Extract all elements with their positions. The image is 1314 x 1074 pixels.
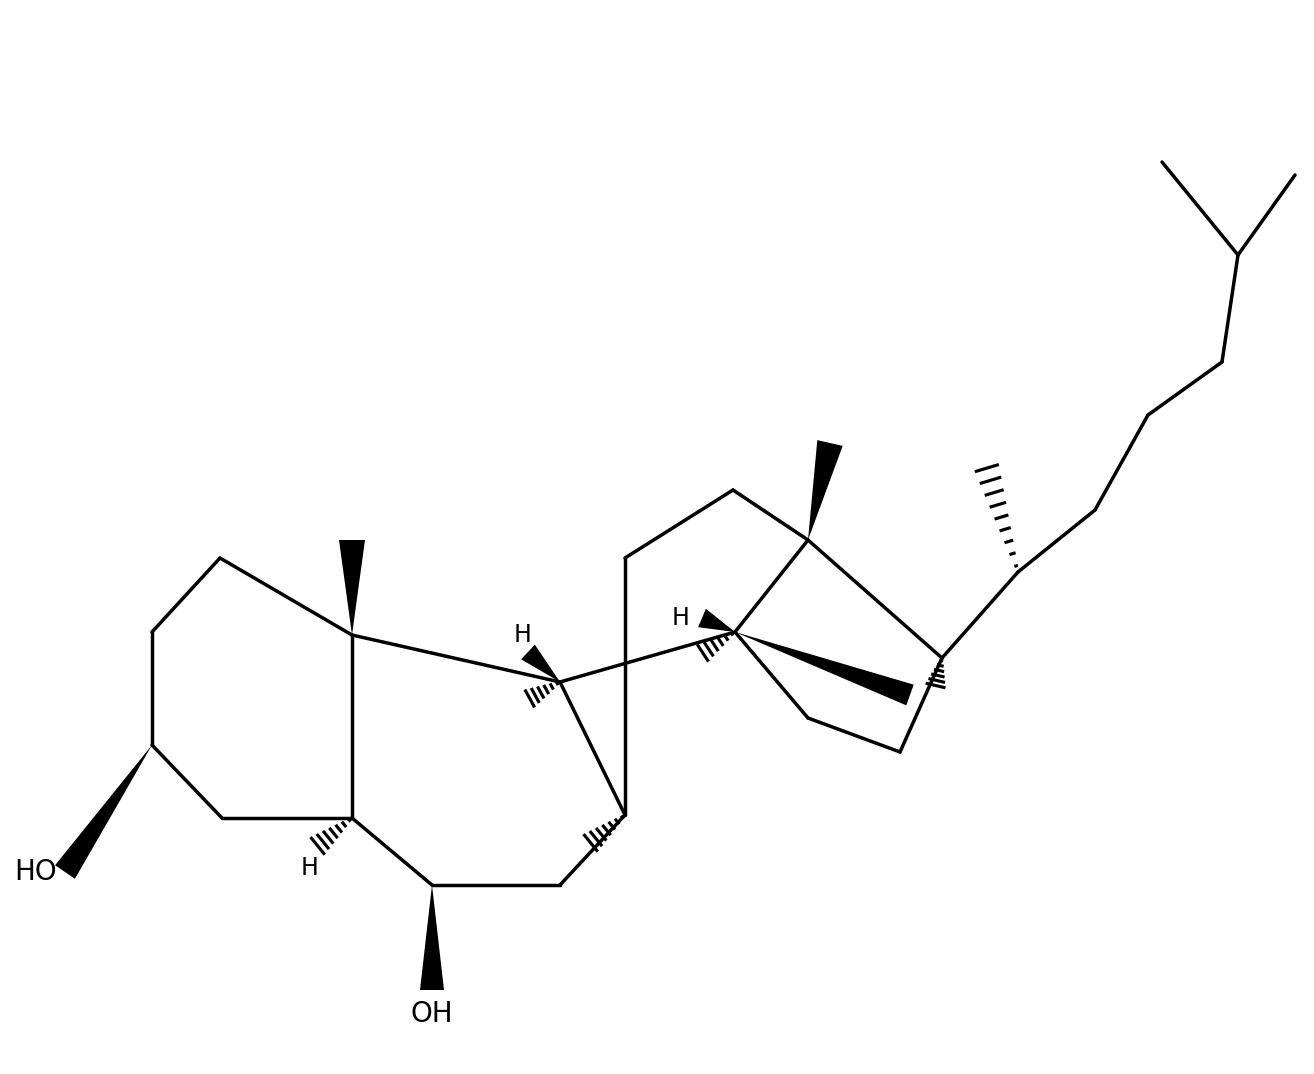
- Polygon shape: [808, 440, 842, 540]
- Text: H: H: [673, 606, 690, 630]
- Polygon shape: [698, 609, 735, 632]
- Polygon shape: [420, 885, 444, 990]
- Polygon shape: [735, 632, 913, 706]
- Polygon shape: [339, 540, 365, 635]
- Text: HO: HO: [14, 858, 57, 886]
- Polygon shape: [55, 745, 152, 879]
- Text: H: H: [301, 856, 319, 880]
- Text: OH: OH: [411, 1000, 453, 1028]
- Polygon shape: [522, 644, 560, 682]
- Text: H: H: [514, 623, 532, 647]
